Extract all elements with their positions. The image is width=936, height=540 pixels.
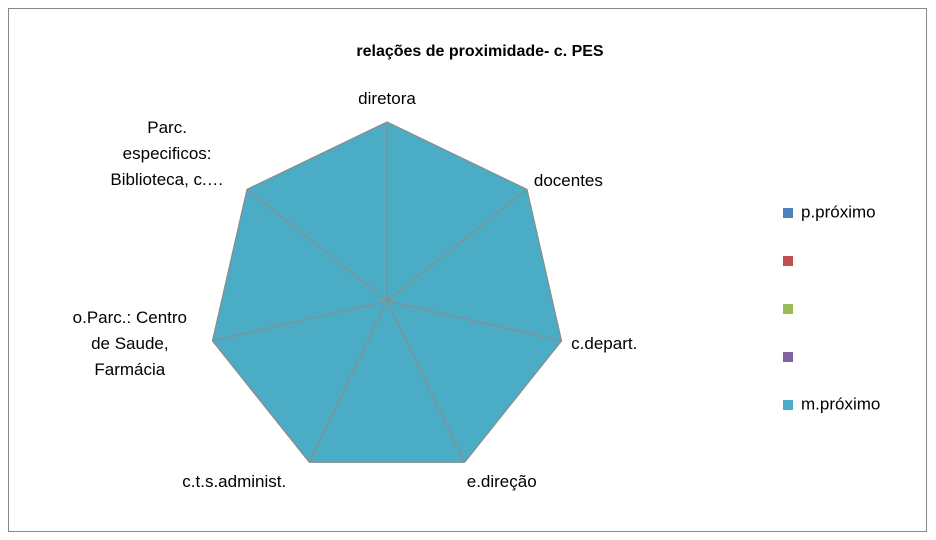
spoke [386, 300, 562, 342]
legend-swatch [783, 256, 793, 266]
category-label: diretora [358, 89, 416, 108]
radar-edge [464, 340, 562, 463]
legend-label: m.próximo [801, 394, 880, 413]
category-label: c.depart. [571, 333, 638, 353]
spoke [308, 300, 388, 463]
category-label: o.Parc.: Centro de Saude, Farmácia [72, 307, 187, 379]
chart-title: relações de proximidade- c. PES [356, 43, 604, 60]
spoke [246, 188, 388, 302]
radar-edge [386, 121, 528, 190]
radar-edge [212, 340, 310, 463]
spoke [212, 300, 388, 342]
category-label: docentes [533, 170, 603, 190]
category-label: c.t.s.administ. [182, 471, 287, 491]
legend-swatch [783, 400, 793, 410]
category-label: Parc. especificos: Biblioteca, c.… [110, 117, 224, 189]
legend-swatch [783, 352, 793, 362]
legend-label: p.próximo [801, 202, 876, 221]
legend-swatch [783, 208, 793, 218]
radar-edge [211, 189, 248, 341]
spoke [386, 300, 466, 463]
radar-edge [526, 189, 563, 341]
legend-swatch [783, 304, 793, 314]
radar-edge [246, 121, 388, 190]
spoke [386, 188, 528, 302]
category-label: e.direção [466, 471, 537, 491]
